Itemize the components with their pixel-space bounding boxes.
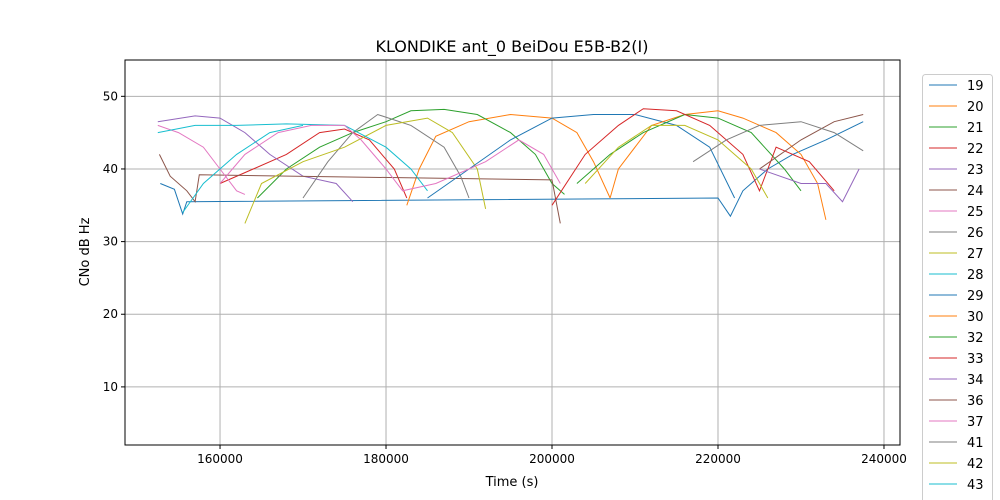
x-tick-label: 160000 — [197, 452, 243, 466]
legend-label: 34 — [967, 373, 984, 388]
series-line-24 — [158, 154, 561, 224]
legend-label: 21 — [967, 121, 984, 136]
legend-label: 32 — [967, 331, 984, 346]
legend-label: 43 — [967, 478, 984, 493]
y-tick-label: 20 — [103, 307, 118, 321]
legend-label: 28 — [967, 268, 984, 283]
series-line-29 — [427, 114, 736, 199]
legend-label: 20 — [967, 100, 984, 115]
plot-frame — [124, 59, 901, 446]
series-line-37 — [219, 124, 561, 192]
legend-label: 25 — [967, 205, 984, 220]
series-line-21 — [257, 108, 565, 199]
series-line-43 — [182, 124, 304, 213]
legend: 19 20 21 22 23 24 25 26 27 28 29 30 32 33 34 36 37 41 42 43… — [922, 74, 993, 500]
legend-label: 36 — [967, 394, 984, 409]
y-axis-label: CNo dB Hz — [78, 217, 93, 286]
x-tick-label: 220000 — [695, 452, 741, 466]
legend-label: 42 — [967, 457, 984, 472]
legend-label: 37 — [967, 415, 984, 430]
y-tick-label: 10 — [103, 380, 118, 394]
series-line-42 — [584, 124, 769, 199]
series-line-23 — [157, 115, 354, 203]
chart-title: KLONDIKE ant_0 BeiDou E5B-B2(I) — [375, 37, 648, 57]
series-line-28 — [157, 123, 428, 192]
series-line-41 — [692, 121, 864, 163]
series-line-26 — [302, 113, 470, 199]
legend-label: 29 — [967, 289, 984, 304]
series-line-33 — [551, 108, 835, 206]
series-line-19 — [160, 121, 864, 218]
series-line-22 — [219, 128, 408, 199]
series-line-32 — [576, 113, 802, 192]
x-tick-label: 180000 — [363, 452, 409, 466]
series-lines — [157, 108, 864, 224]
y-tick-label: 40 — [103, 162, 118, 176]
legend-label: 26 — [967, 226, 984, 241]
x-axis-label: Time (s) — [485, 475, 539, 490]
x-tick-label: 200000 — [529, 452, 575, 466]
series-line-27 — [244, 117, 487, 224]
axis-ticks: 160000 180000 200000 220000 240000 10 20 30 40 50 — [103, 89, 907, 466]
legend-label: 33 — [967, 352, 984, 367]
grid-lines — [125, 60, 900, 445]
legend-label: 22 — [967, 142, 984, 157]
legend-label: 24 — [967, 184, 984, 199]
legend-label: 27 — [967, 247, 984, 262]
y-tick-label: 30 — [103, 235, 118, 249]
legend-label: 41 — [967, 436, 984, 451]
series-line-34 — [759, 168, 860, 203]
series-line-25 — [157, 124, 246, 195]
y-tick-label: 50 — [103, 89, 118, 103]
legend-label: 23 — [967, 163, 984, 178]
series-line-36 — [759, 114, 864, 170]
legend-label: 19 — [967, 79, 984, 94]
series-line-30 — [609, 110, 827, 220]
legend-label: 30 — [967, 310, 984, 325]
x-tick-label: 240000 — [861, 452, 907, 466]
